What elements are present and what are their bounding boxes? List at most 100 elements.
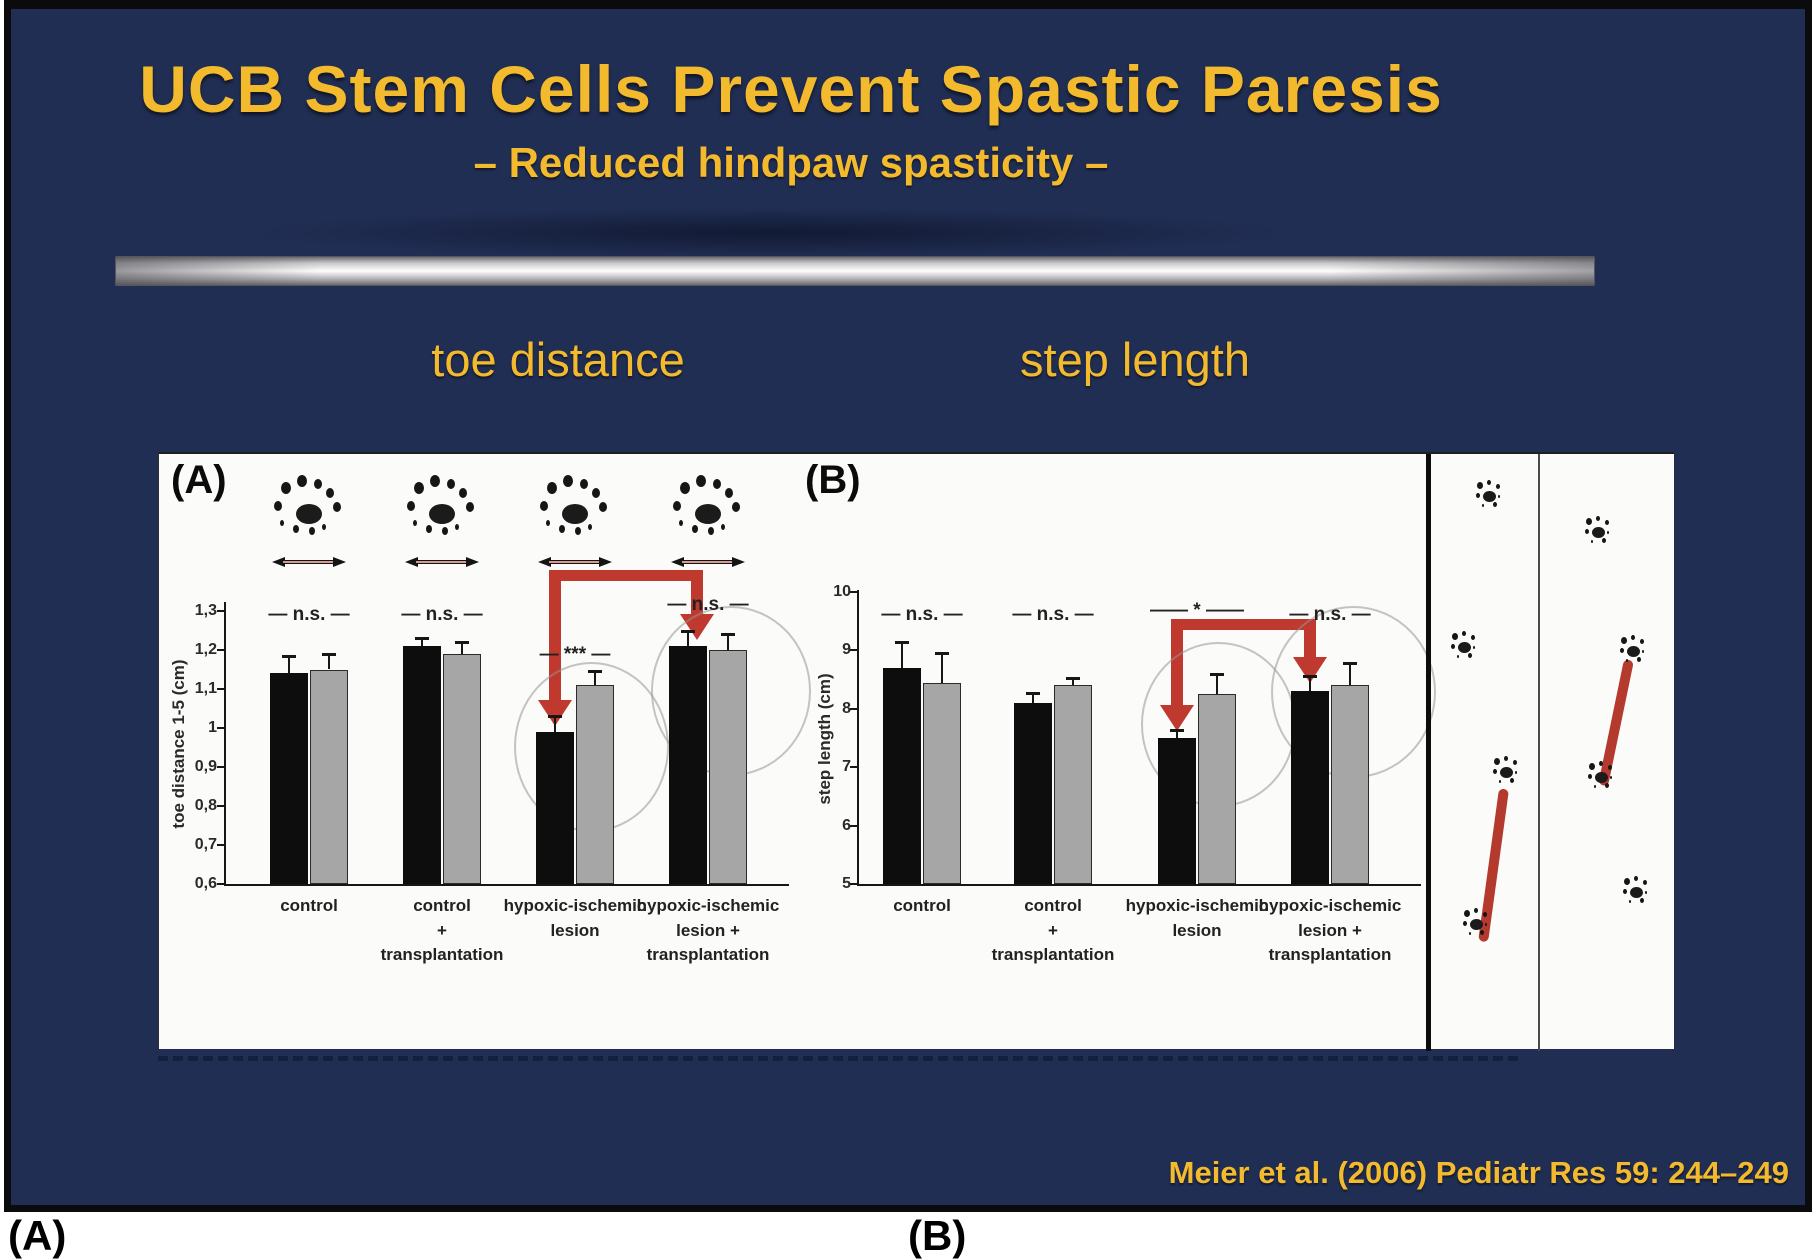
paw-print-icon — [537, 468, 613, 548]
error-bar-cap — [1210, 672, 1224, 676]
y-tick-label: 8 — [842, 699, 851, 717]
y-tick-mark — [850, 707, 857, 710]
y-tick-label: 0,6 — [194, 875, 217, 892]
error-bar — [461, 642, 463, 654]
slide-title: UCB Stem Cells Prevent Spastic Paresis — [139, 52, 1443, 126]
error-bar — [941, 653, 943, 683]
significance-marker: —— * —— — [1150, 600, 1244, 621]
bar-black-group4 — [1291, 691, 1329, 884]
arrow-shaft — [416, 560, 468, 564]
bar-black-group1 — [883, 667, 921, 884]
error-bar — [1032, 693, 1034, 703]
error-bar-cap — [681, 629, 695, 633]
error-bar — [1349, 662, 1351, 686]
y-tick-mark — [850, 824, 857, 827]
footprint-icon — [1447, 626, 1481, 664]
error-bar-cap — [455, 641, 469, 645]
significance-marker: — *** — — [539, 644, 611, 665]
error-bar-cap — [322, 652, 336, 656]
footprint-icon — [1489, 751, 1523, 789]
y-tick-label: 0,9 — [194, 758, 217, 775]
x-axis — [857, 884, 1421, 886]
dashed-underline — [158, 1056, 1518, 1061]
bar-black-group4 — [669, 646, 707, 884]
comparison-bracket-a-right — [691, 570, 703, 616]
panel-label-a: (A) — [171, 458, 227, 502]
error-bar-cap — [1170, 729, 1184, 733]
error-bar-cap — [1026, 692, 1040, 696]
y-axis — [857, 590, 859, 886]
x-axis — [224, 884, 789, 886]
footprint-icon — [1616, 630, 1650, 668]
error-bar — [421, 638, 423, 647]
category-label: control + transplantation — [380, 896, 504, 965]
bar-black-group3 — [536, 731, 574, 884]
error-bar-cap — [895, 640, 909, 644]
error-bar — [1216, 673, 1218, 695]
y-tick-label: 0,7 — [194, 836, 217, 853]
error-bar-cap — [1066, 676, 1080, 680]
y-tick-mark — [850, 649, 857, 652]
paw-print-icon — [271, 468, 347, 548]
toe-spread-arrow-icon — [272, 557, 346, 567]
y-tick-label: 10 — [833, 583, 851, 600]
comparison-bracket-a — [549, 570, 703, 581]
y-tick-label: 9 — [842, 641, 851, 659]
error-bar — [1176, 730, 1178, 738]
comparison-bracket-b — [1171, 619, 1316, 630]
y-tick-mark — [850, 766, 857, 769]
figure-label-a: (A) — [8, 1212, 67, 1259]
toe-spread-arrow-icon — [538, 557, 612, 567]
figure-label-b: (B) — [908, 1212, 967, 1259]
bar-gray-group4 — [709, 650, 747, 884]
error-bar — [687, 630, 689, 647]
y-tick-label: 1,2 — [194, 641, 217, 658]
lane-divider-line — [1538, 454, 1540, 1051]
footprint-icon — [1459, 903, 1493, 941]
bar-gray-group2 — [1054, 685, 1092, 884]
error-bar-cap — [415, 637, 429, 641]
error-bar — [901, 641, 903, 668]
bar-black-group2 — [403, 646, 441, 884]
category-label: control — [280, 896, 338, 915]
bar-gray-group4 — [1331, 685, 1369, 884]
bar-gray-group1 — [310, 669, 348, 884]
footprint-track-lanes — [1426, 454, 1675, 1051]
paw-print-icon — [670, 468, 746, 548]
y-tick-label: 1,3 — [194, 602, 217, 619]
category-label: hypoxic-ischemic lesion + transplantatio… — [636, 896, 780, 965]
y-tick-label: 0,8 — [194, 797, 217, 814]
footprint-icon — [1472, 475, 1506, 513]
arrow-shaft — [682, 560, 734, 564]
bar-gray-group1 — [923, 682, 961, 884]
y-tick-mark — [850, 883, 857, 885]
bar-gray-group3 — [1198, 694, 1236, 884]
error-bar-cap — [1303, 675, 1317, 679]
error-bar — [328, 653, 330, 670]
slide-background: UCB Stem Cells Prevent Spastic Paresis –… — [4, 0, 1812, 1212]
arrow-shaft — [549, 560, 601, 564]
category-label: hypoxic-ischemic lesion — [503, 896, 647, 940]
y-tick-label: 1,1 — [194, 680, 217, 697]
shadow-smear — [241, 207, 1301, 259]
footprint-icon — [1581, 511, 1615, 549]
footprint-icon — [1619, 871, 1653, 909]
y-tick-mark — [217, 844, 224, 846]
error-bar — [1309, 676, 1311, 692]
error-bar-cap — [935, 652, 949, 656]
bar-gray-group3 — [576, 685, 614, 884]
toe-spread-arrow-icon — [671, 557, 745, 567]
error-bar-cap — [1343, 661, 1357, 665]
error-bar-cap — [548, 715, 562, 719]
y-tick-label: 5 — [842, 875, 851, 892]
error-bar-cap — [721, 633, 735, 637]
error-bar — [554, 716, 556, 732]
divider-bar — [115, 256, 1595, 286]
section-label-step-length: step length — [1020, 333, 1250, 386]
y-tick-mark — [217, 688, 224, 690]
error-bar — [1072, 677, 1074, 686]
significance-marker: — n.s. — — [881, 604, 963, 625]
bar-gray-group2 — [443, 653, 481, 884]
y-tick-mark — [217, 766, 224, 768]
paw-print-icon — [404, 468, 480, 548]
